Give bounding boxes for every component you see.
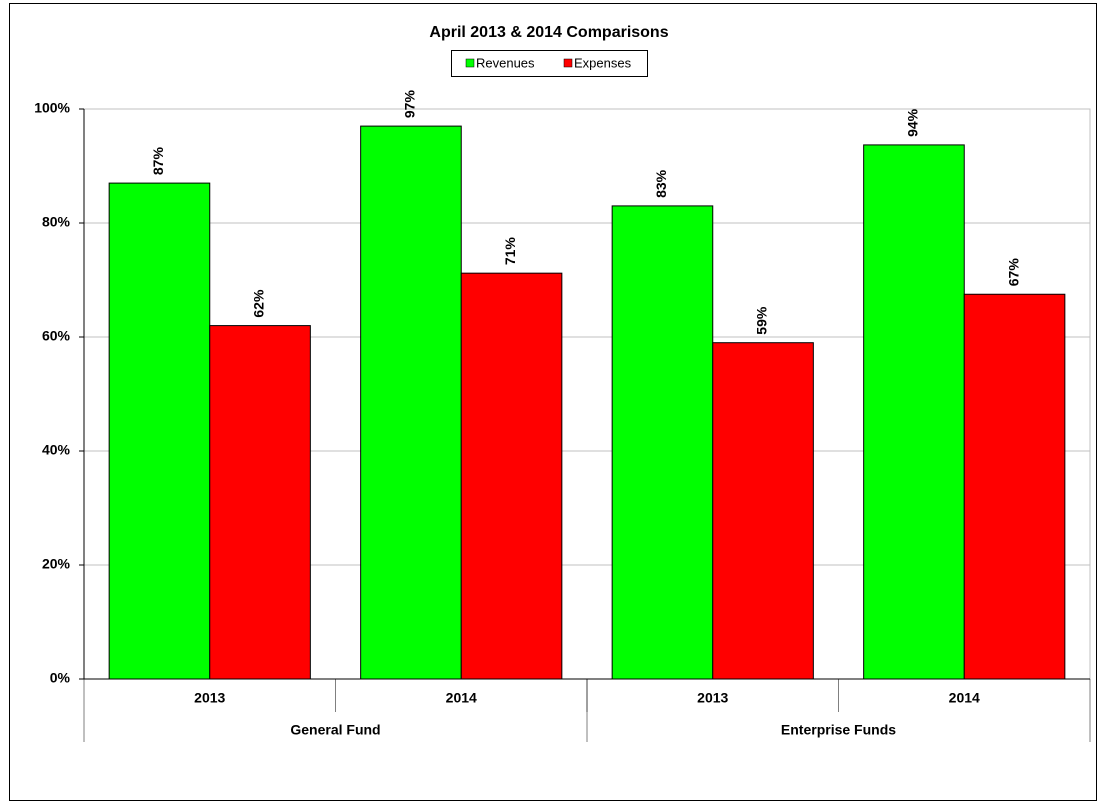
y-tick-label: 80% <box>42 214 71 230</box>
legend-label: Expenses <box>574 55 632 70</box>
value-label: 71% <box>502 237 518 266</box>
legend-label: Revenues <box>476 55 535 70</box>
chart-title: April 2013 & 2014 Comparisons <box>429 24 668 41</box>
bar <box>360 125 462 680</box>
value-label: 67% <box>1005 258 1021 287</box>
x-tick-label: 2013 <box>697 690 728 706</box>
bar <box>863 144 965 680</box>
y-tick-label: 60% <box>42 328 71 344</box>
group-label: General Fund <box>290 722 380 738</box>
bar <box>963 293 1066 680</box>
group-label: Enterprise Funds <box>781 722 896 738</box>
value-label: 62% <box>251 289 267 318</box>
y-tick-label: 0% <box>50 670 71 686</box>
value-label: 87% <box>150 147 166 176</box>
bar <box>108 182 211 680</box>
y-tick-label: 20% <box>42 556 71 572</box>
legend-swatch <box>465 58 475 68</box>
x-tick-label: 2014 <box>446 690 477 706</box>
value-label: 83% <box>653 169 669 198</box>
x-tick-label: 2013 <box>194 690 225 706</box>
bar <box>712 342 814 680</box>
y-tick-label: 40% <box>42 442 71 458</box>
bar <box>209 325 311 680</box>
value-label: 59% <box>754 306 770 335</box>
value-label: 94% <box>905 108 921 137</box>
bar <box>460 272 563 680</box>
bar <box>611 205 714 680</box>
x-tick-label: 2014 <box>949 690 980 706</box>
legend-swatch <box>563 58 573 68</box>
y-tick-label: 100% <box>34 100 70 116</box>
value-label: 97% <box>402 90 418 119</box>
legend-box <box>451 50 648 77</box>
